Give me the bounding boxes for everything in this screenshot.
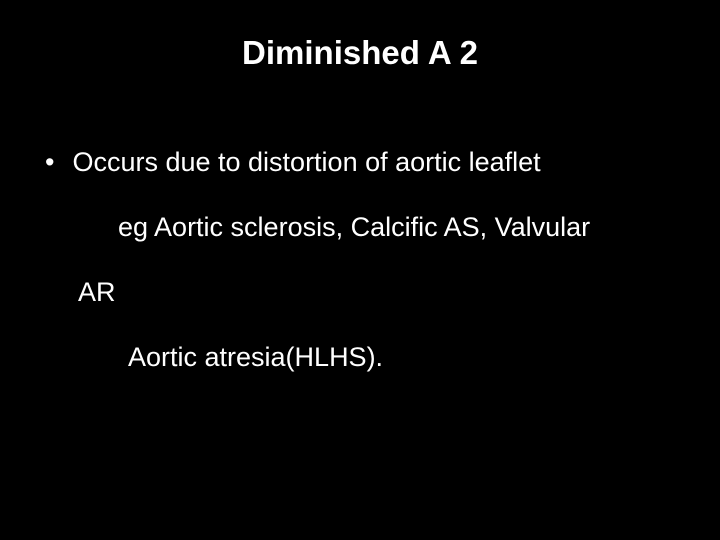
text-line-2: eg Aortic sclerosis, Calcific AS, Valvul… — [30, 212, 690, 243]
slide-title: Diminished A 2 — [0, 0, 720, 92]
slide-container: Diminished A 2 • Occurs due to distortio… — [0, 0, 720, 540]
bullet-item-1: • Occurs due to distortion of aortic lea… — [30, 147, 690, 178]
bullet-text-1: Occurs due to distortion of aortic leafl… — [72, 147, 540, 178]
slide-content: • Occurs due to distortion of aortic lea… — [0, 92, 720, 373]
bullet-symbol: • — [45, 147, 54, 178]
text-line-3: AR — [30, 277, 690, 308]
text-line-4: Aortic atresia(HLHS). — [30, 342, 690, 373]
